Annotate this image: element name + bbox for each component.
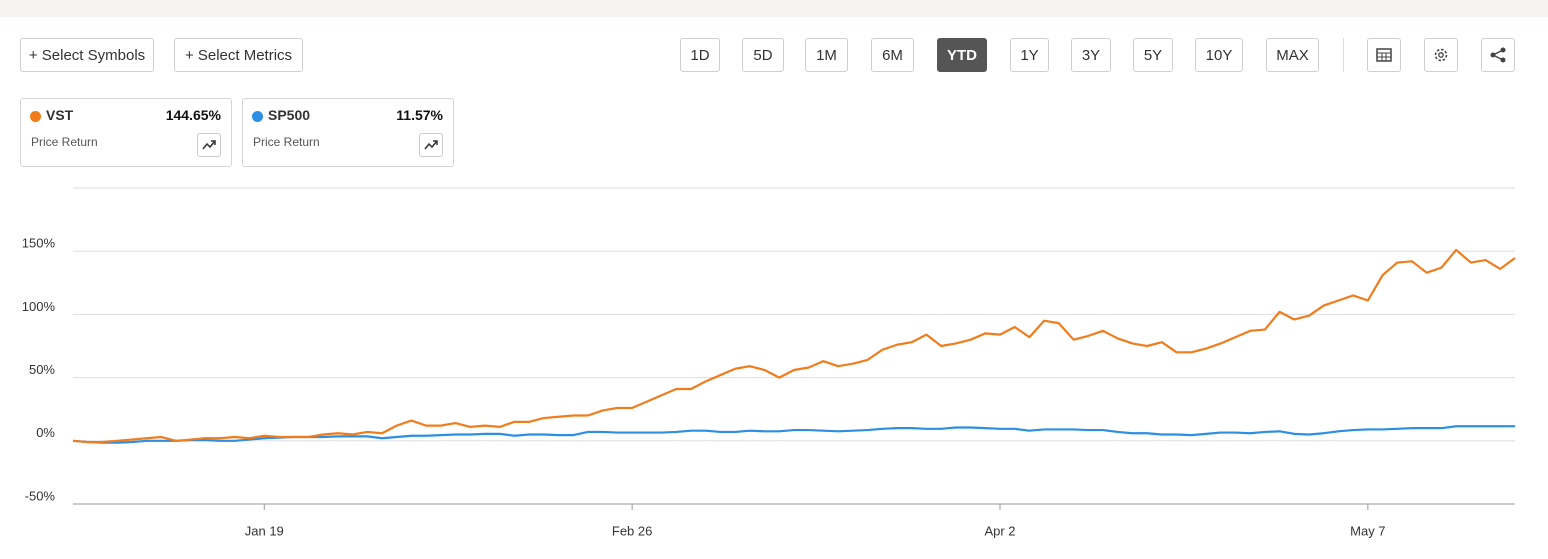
legend-name: VST	[46, 107, 74, 123]
period-button[interactable]: 1M	[805, 38, 848, 72]
separator	[1343, 38, 1344, 72]
share-button[interactable]	[1481, 38, 1515, 72]
legend-dot	[30, 111, 41, 122]
series-line	[72, 248, 1516, 444]
y-tick-label: 0%	[36, 425, 55, 440]
x-tick-label: May 7	[1350, 523, 1385, 538]
share-icon	[1490, 47, 1506, 63]
x-tick-label: Apr 2	[984, 523, 1015, 538]
top-band	[0, 0, 1548, 17]
legend-card[interactable]: VST 144.65% Price Return	[20, 98, 232, 167]
return-value: 144.65%	[165, 107, 221, 123]
period-button[interactable]: 6M	[871, 38, 914, 72]
metric-label: Price Return	[31, 135, 98, 149]
trend-icon	[202, 140, 216, 150]
period-button[interactable]: 1D	[680, 38, 720, 72]
y-tick-label: -50%	[25, 488, 56, 503]
y-tick-label: 150%	[22, 236, 56, 251]
legend-name: SP500	[268, 107, 311, 123]
trend-icon	[424, 140, 438, 150]
x-tick-label: Feb 26	[612, 523, 652, 538]
select-metrics-button[interactable]: + Select Metrics	[174, 38, 303, 72]
settings-icon	[1434, 48, 1448, 62]
period-button[interactable]: 5Y	[1133, 38, 1173, 72]
series-line	[72, 425, 1516, 444]
x-tick-label: Jan 19	[245, 523, 284, 538]
chart-type-button[interactable]	[419, 133, 443, 157]
table-button[interactable]	[1367, 38, 1401, 72]
period-button[interactable]: 1Y	[1010, 38, 1049, 72]
y-tick-label: 50%	[29, 362, 55, 377]
settings-button[interactable]	[1424, 38, 1458, 72]
period-button[interactable]: MAX	[1266, 38, 1319, 72]
metric-label: Price Return	[253, 135, 320, 149]
legend-dot	[252, 111, 263, 122]
return-value: 11.57%	[396, 107, 443, 123]
period-button[interactable]: 10Y	[1195, 38, 1243, 72]
legend-card[interactable]: SP500 11.57% Price Return	[242, 98, 454, 167]
period-button[interactable]: 3Y	[1071, 38, 1111, 72]
chart-type-button[interactable]	[197, 133, 221, 157]
period-button[interactable]: YTD	[937, 38, 987, 72]
period-button[interactable]: 5D	[742, 38, 784, 72]
select-symbols-button[interactable]: + Select Symbols	[20, 38, 154, 72]
y-tick-label: 100%	[22, 299, 56, 314]
table-icon	[1376, 48, 1392, 62]
